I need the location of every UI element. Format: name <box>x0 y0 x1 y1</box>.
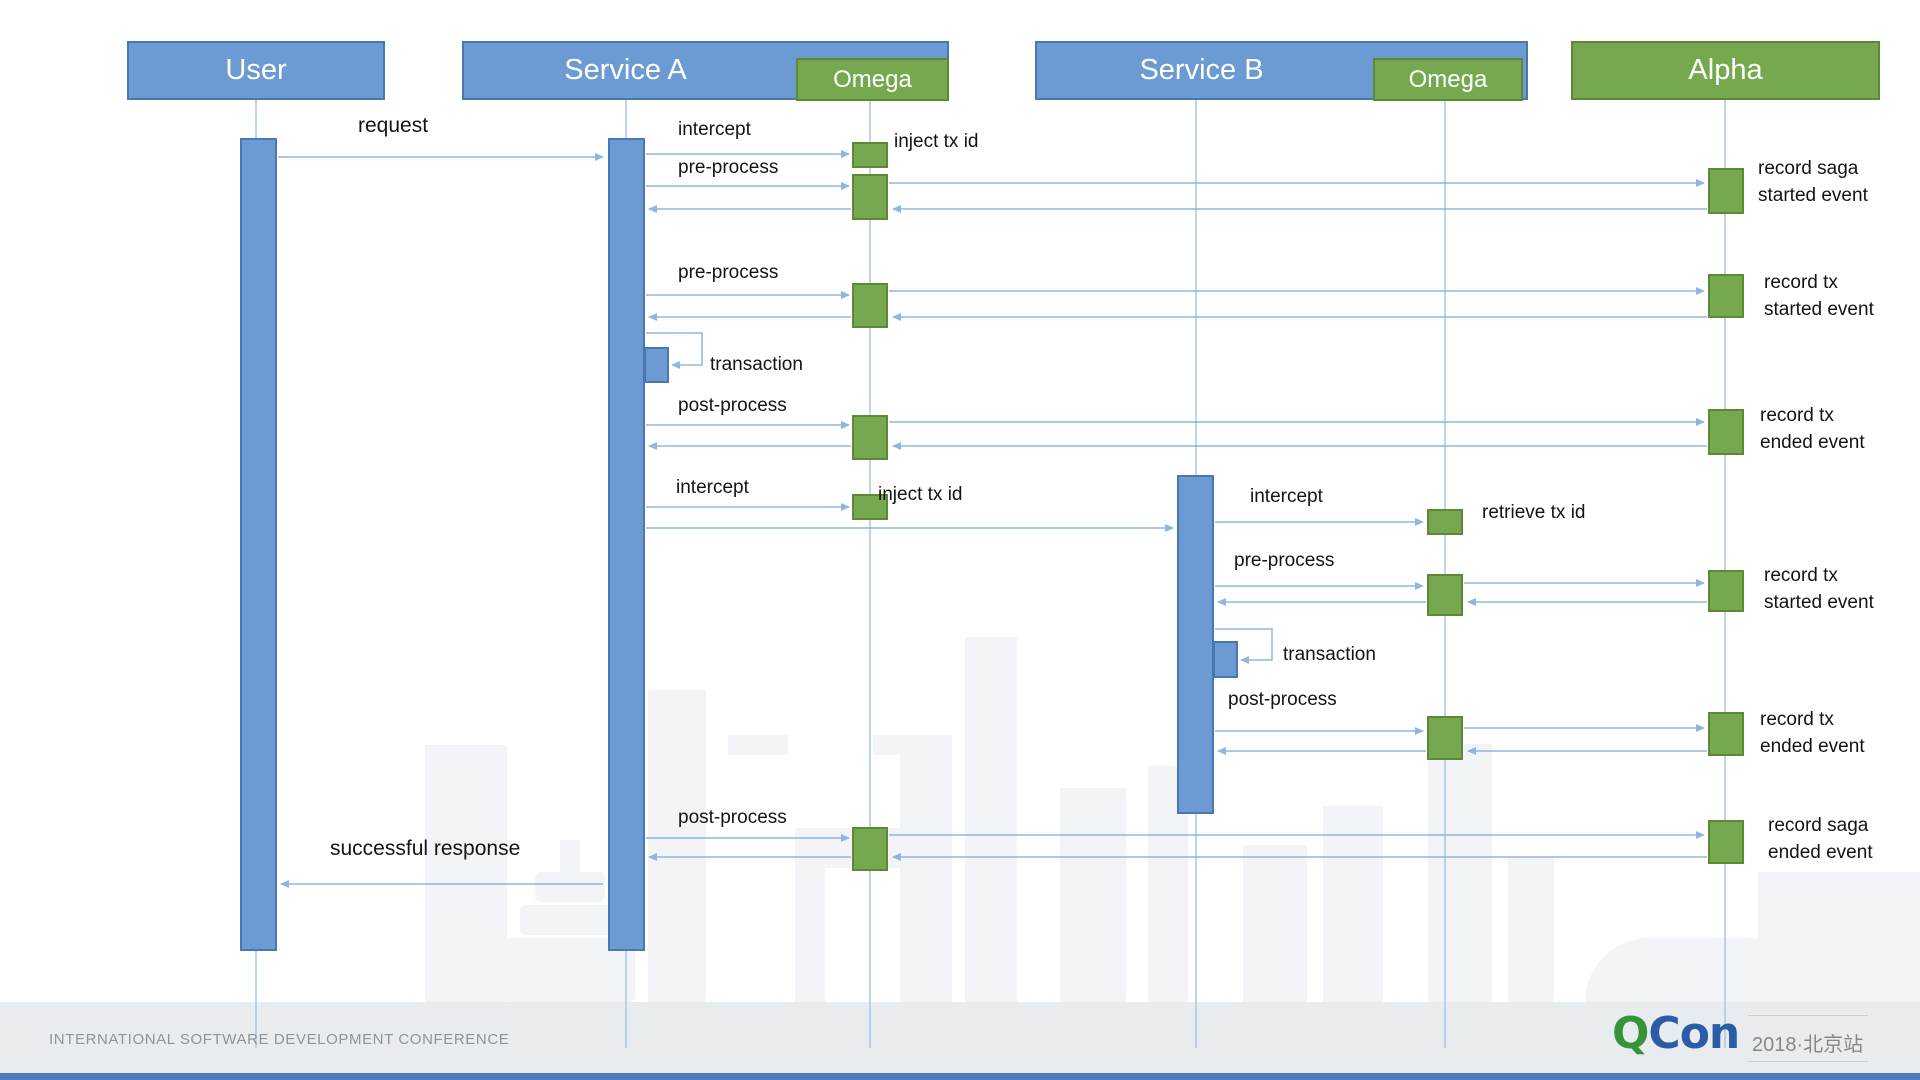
activation-service-a <box>608 138 645 951</box>
label-retrieve-tx: retrieve tx id <box>1482 502 1586 523</box>
label-successful-response: successful response <box>330 837 521 860</box>
watermark-building <box>425 745 507 1002</box>
label-record-tx-ended-1: record tx ended event <box>1760 402 1865 456</box>
exec-omega-a-postprocess-1 <box>852 415 888 460</box>
edition-rule-bottom <box>1748 1061 1868 1062</box>
label-record-saga-started: record saga started event <box>1758 155 1868 209</box>
participant-user-label: User <box>225 54 287 86</box>
participant-user: User <box>127 41 385 100</box>
label-line: record saga <box>1768 815 1869 836</box>
activation-transaction-a <box>644 347 669 383</box>
participant-omega-b: Omega <box>1373 58 1523 101</box>
exec-omega-b-retrieve <box>1427 509 1463 535</box>
exec-alpha-tx-ended-1 <box>1708 409 1744 455</box>
watermark-building <box>1060 788 1126 1002</box>
label-line: ended event <box>1760 432 1865 453</box>
label-record-tx-started-2: record tx started event <box>1764 562 1874 616</box>
participant-alpha-label: Alpha <box>1688 54 1763 86</box>
exec-omega-b-postprocess <box>1427 716 1463 760</box>
label-line: started event <box>1764 592 1874 613</box>
exec-alpha-saga-started <box>1708 168 1744 214</box>
qcon-logo: QCon <box>1612 1008 1740 1059</box>
watermark-building <box>1428 744 1492 1002</box>
activation-service-b <box>1177 475 1214 814</box>
watermark-steps <box>1758 872 1920 1002</box>
exec-omega-a-postprocess-final <box>852 827 888 871</box>
label-transaction-b: transaction <box>1283 644 1376 665</box>
qcon-logo-con: Con <box>1648 1008 1740 1059</box>
participant-omega-b-label: Omega <box>1408 65 1488 93</box>
activation-user <box>240 138 277 951</box>
label-line: started event <box>1758 185 1868 206</box>
qcon-logo-q: Q <box>1612 1008 1649 1059</box>
participant-service-a: Service A <box>462 41 949 100</box>
participant-service-b-label: Service B <box>1139 54 1264 86</box>
exec-alpha-tx-ended-2 <box>1708 712 1744 756</box>
label-line: record tx <box>1760 709 1834 730</box>
activation-transaction-b <box>1213 641 1238 678</box>
edition-label: 2018·北京站 <box>1752 1034 1864 1056</box>
label-record-saga-ended: record saga ended event <box>1768 812 1873 866</box>
label-inject-tx-2: inject tx id <box>878 484 963 505</box>
label-record-tx-ended-2: record tx ended event <box>1760 706 1865 760</box>
participant-omega-a: Omega <box>796 58 949 101</box>
watermark-building <box>648 690 706 1002</box>
label-inject-tx-1: inject tx id <box>894 131 979 152</box>
label-intercept-b: intercept <box>1250 486 1323 507</box>
label-intercept-1: intercept <box>678 119 751 140</box>
exec-omega-a-preprocess-2 <box>852 283 888 328</box>
watermark-window-block <box>728 735 788 755</box>
exec-alpha-tx-started-1 <box>1708 274 1744 318</box>
label-preprocess-b: pre-process <box>1234 550 1335 571</box>
label-line: record saga <box>1758 158 1859 179</box>
label-line: ended event <box>1768 842 1873 863</box>
label-postprocess-final: post-process <box>678 807 787 828</box>
participant-omega-a-label: Omega <box>833 65 912 93</box>
watermark-building <box>1508 858 1554 1002</box>
watermark-building <box>1323 806 1383 1002</box>
exec-omega-a-preprocess-1 <box>852 174 888 220</box>
label-request: request <box>358 114 429 137</box>
watermark-pagoda-tier <box>520 905 620 935</box>
label-intercept-2: intercept <box>676 477 749 498</box>
label-line: record tx <box>1764 565 1838 586</box>
watermark-building <box>1243 845 1307 1002</box>
watermark-pagoda-finial <box>560 840 580 874</box>
participant-alpha: Alpha <box>1571 41 1880 100</box>
exec-alpha-saga-ended <box>1708 820 1744 864</box>
conference-tagline: INTERNATIONAL SOFTWARE DEVELOPMENT CONFE… <box>49 1031 510 1048</box>
footer-band <box>0 1002 1920 1080</box>
label-preprocess-1: pre-process <box>678 157 779 178</box>
label-postprocess-1: post-process <box>678 395 787 416</box>
bottom-accent-strip <box>0 1073 1920 1080</box>
label-transaction-a: transaction <box>710 354 803 375</box>
watermark-pagoda-tier <box>535 872 605 902</box>
label-line: ended event <box>1760 736 1865 757</box>
edition-rule-top <box>1748 1015 1868 1016</box>
watermark-tower <box>965 637 1017 1002</box>
exec-omega-b-preprocess <box>1427 574 1463 616</box>
exec-omega-a-inject-1 <box>852 142 888 168</box>
participant-service-a-label: Service A <box>564 54 687 86</box>
label-preprocess-2: pre-process <box>678 262 779 283</box>
label-line: record tx <box>1760 405 1834 426</box>
exec-alpha-tx-started-2 <box>1708 570 1744 612</box>
watermark-building <box>900 735 952 1002</box>
label-line: started event <box>1764 299 1874 320</box>
label-postprocess-b: post-process <box>1228 689 1337 710</box>
label-record-tx-started-1: record tx started event <box>1764 269 1874 323</box>
label-line: record tx <box>1764 272 1838 293</box>
